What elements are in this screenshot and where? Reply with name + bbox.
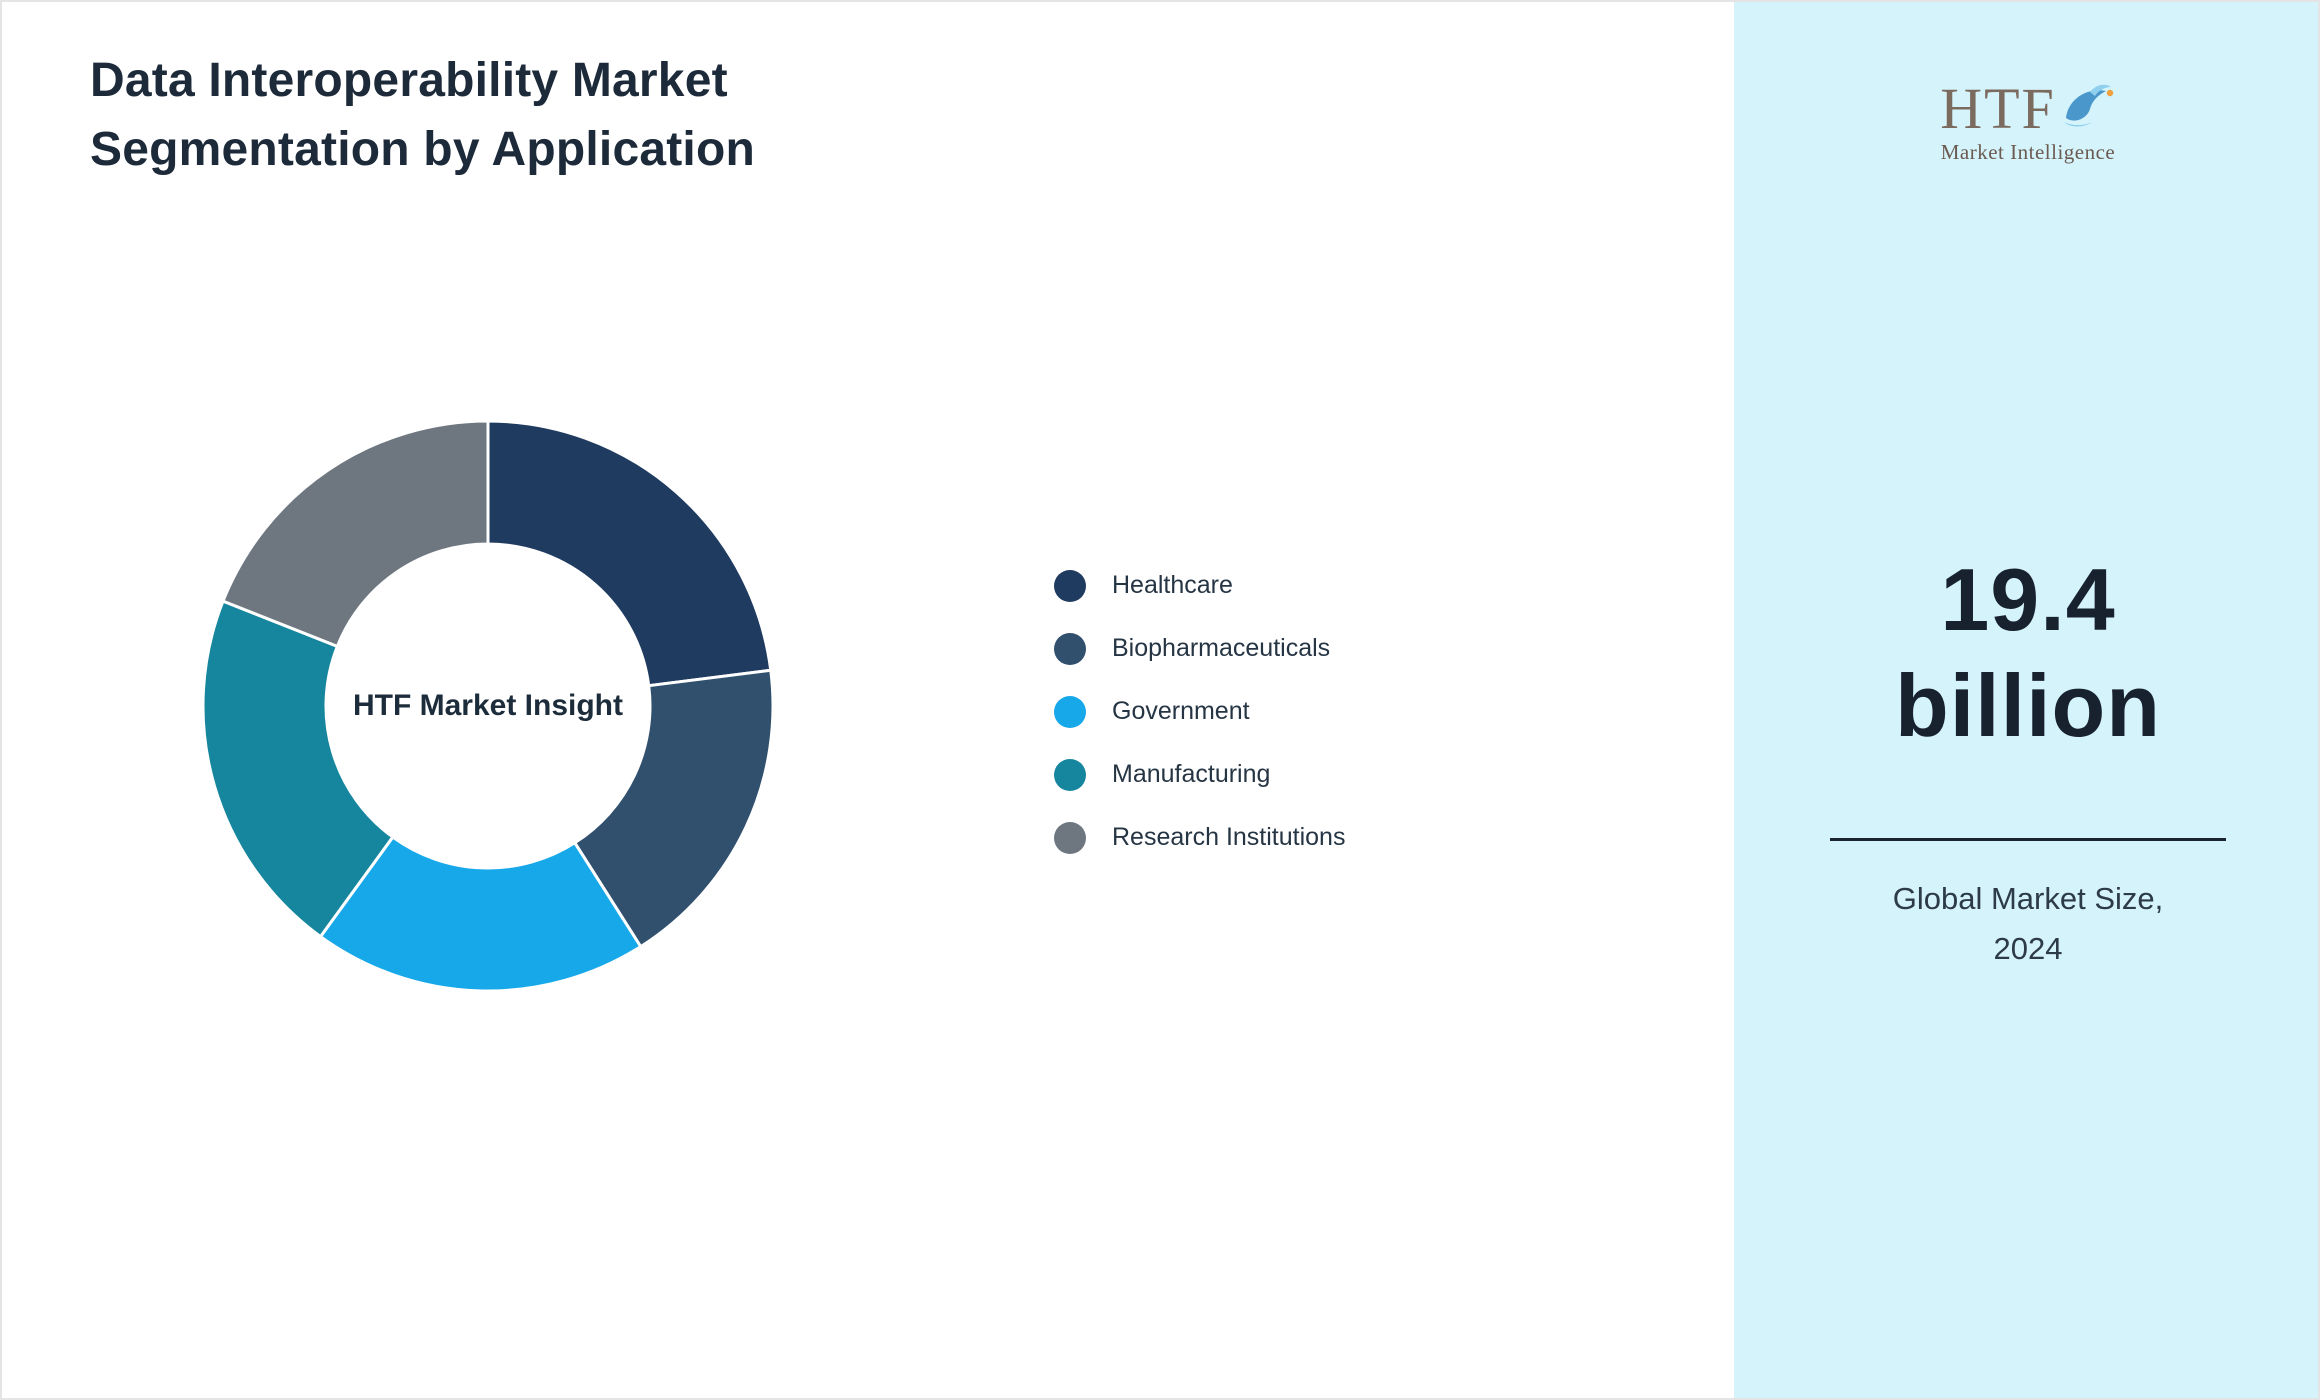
donut-chart: HTF Market Insight <box>168 386 808 1026</box>
legend-label: Biopharmaceuticals <box>1112 634 1331 662</box>
legend-swatch <box>1054 632 1086 665</box>
caption-line2: 2024 <box>1993 931 2063 966</box>
donut-slice-government <box>318 835 643 993</box>
page-title-line2: Segmentation by Application <box>90 123 756 176</box>
market-size-panel: HTF Market Intelligence 19.4 billion Glo… <box>1734 2 2318 1398</box>
donut-slice-biopharmaceuticals <box>573 668 775 949</box>
legend-swatch <box>1054 758 1086 791</box>
legend-swatch <box>1054 821 1086 854</box>
htf-logo-text: HTF <box>1940 76 2056 141</box>
market-size-caption: Global Market Size, 2024 <box>1734 874 2318 974</box>
legend-label: Government <box>1112 697 1250 725</box>
panel-divider <box>1830 838 2226 841</box>
donut-center-label: HTF Market Insight <box>352 689 623 722</box>
legend-item-biopharmaceuticals: Biopharmaceuticals <box>1054 617 1345 680</box>
donut-svg <box>201 419 775 993</box>
donut-slice-healthcare <box>486 419 773 688</box>
legend-swatch <box>1054 695 1086 728</box>
legend-item-healthcare: Healthcare <box>1054 554 1345 617</box>
chart-legend: Healthcare Biopharmaceuticals Government Ma… <box>1054 554 1345 869</box>
legend-swatch <box>1054 569 1086 602</box>
dolphin-icon <box>2063 84 2113 127</box>
market-size-value: 19.4 billion <box>1734 547 2318 759</box>
htf-logo-row: HTF <box>1940 80 2116 138</box>
donut-slice-manufacturing <box>201 599 395 939</box>
legend-label: Healthcare <box>1112 571 1233 599</box>
htf-logo-subtext: Market Intelligence <box>1940 140 2116 164</box>
legend-label: Research Institutions <box>1112 823 1346 851</box>
chart-section: Data Interoperability Market Segmentatio… <box>2 2 1734 1398</box>
market-size-number: 19.4 <box>1940 550 2116 649</box>
htf-logo: HTF Market Intelligence <box>1734 80 2318 165</box>
market-size-unit: billion <box>1894 656 2162 755</box>
page-title: Data Interoperability Market Segmentatio… <box>90 46 755 184</box>
legend-item-government: Government <box>1054 680 1345 743</box>
caption-line1: Global Market Size, <box>1892 881 2164 916</box>
legend-item-research-institutions: Research Institutions <box>1054 806 1345 869</box>
legend-label: Manufacturing <box>1112 760 1271 788</box>
page-title-line1: Data Interoperability Market <box>90 54 728 107</box>
donut-slice-research-institutions <box>221 419 490 648</box>
legend-item-manufacturing: Manufacturing <box>1054 743 1345 806</box>
